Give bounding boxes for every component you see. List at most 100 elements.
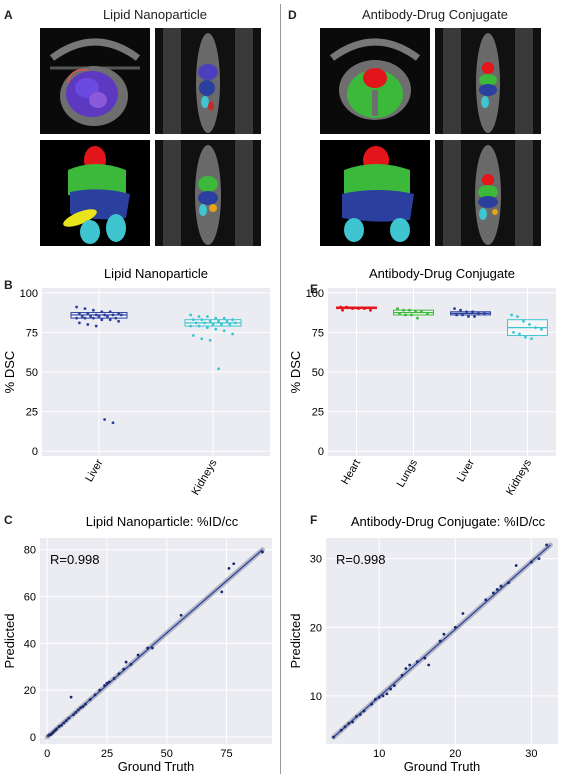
panel-letter-d: D: [288, 8, 297, 22]
adc-coronal-ct-image: [435, 28, 541, 134]
panel-d-title: Antibody-Drug Conjugate: [362, 7, 508, 22]
y-axis-label: % DSC: [288, 351, 303, 394]
lnp-coronal-ct-image: [155, 28, 261, 134]
data-point: [455, 313, 458, 317]
y-tick-label: 25: [26, 407, 38, 419]
data-point: [222, 329, 226, 333]
chart-lnp-dsc: Lipid Nanoparticle 0 25 50 75 100 Liver Kidneys…: [2, 266, 270, 497]
data-point: [345, 305, 348, 309]
panel-letter-e: E: [310, 282, 319, 296]
data-point: [459, 308, 462, 312]
y-tick-label: 20: [310, 622, 322, 634]
data-point: [363, 307, 366, 311]
data-point: [78, 311, 81, 315]
data-point: [377, 695, 381, 699]
data-point: [227, 567, 231, 570]
data-point: [189, 313, 193, 317]
data-point: [514, 564, 518, 567]
panel-letter-a: A: [4, 8, 13, 22]
data-point: [200, 318, 204, 322]
data-point: [404, 313, 407, 317]
data-point: [217, 319, 221, 323]
data-point: [516, 315, 519, 318]
data-point: [339, 728, 343, 732]
data-point: [423, 656, 427, 660]
data-point: [410, 313, 413, 317]
data-point: [477, 311, 480, 315]
data-point: [208, 338, 212, 342]
chart-adc-dsc: Antibody-Drug Conjugate 0 25 50 75 100 Heart Lu…: [288, 266, 556, 497]
y-tick-label: 60: [24, 592, 36, 604]
data-point: [385, 692, 389, 696]
data-point: [415, 660, 419, 663]
data-point: [89, 315, 92, 318]
x-axis-label: Ground Truth: [404, 759, 481, 774]
data-point: [453, 625, 457, 629]
data-point: [442, 632, 446, 636]
data-point: [404, 667, 408, 670]
data-point: [62, 721, 66, 725]
y-tick-label: 50: [26, 367, 38, 379]
x-tick-label: Heart: [339, 458, 363, 487]
data-point: [427, 663, 431, 667]
x-tick-label: 0: [44, 748, 50, 760]
data-point: [512, 330, 515, 334]
data-point: [117, 311, 120, 315]
y-tick-label: 80: [24, 545, 36, 557]
y-tick-label: 50: [312, 367, 324, 379]
r-annotation: R=0.998: [336, 552, 386, 567]
data-point: [192, 318, 195, 322]
data-point: [76, 708, 80, 712]
data-point: [461, 313, 464, 317]
data-point: [222, 316, 226, 320]
data-point: [103, 684, 106, 687]
data-point: [114, 316, 118, 320]
data-point: [471, 310, 474, 314]
data-point: [426, 311, 429, 315]
data-point: [55, 727, 59, 731]
data-point: [495, 588, 499, 591]
data-point: [396, 307, 399, 311]
data-point: [206, 326, 209, 330]
x-tick-label: 10: [373, 748, 385, 760]
data-point: [75, 316, 78, 320]
y-axis-label: Predicted: [288, 614, 303, 669]
data-point: [347, 722, 351, 725]
data-point: [80, 315, 84, 318]
data-point: [200, 337, 204, 341]
data-point: [107, 680, 111, 684]
data-point: [351, 307, 354, 311]
data-point: [362, 709, 366, 713]
chart-title: Antibody-Drug Conjugate: %ID/cc: [351, 514, 546, 529]
data-point: [57, 725, 61, 728]
data-point: [528, 323, 531, 326]
data-point: [98, 688, 102, 692]
data-point: [103, 313, 106, 317]
data-point: [88, 698, 92, 701]
chart-title: Antibody-Drug Conjugate: [369, 266, 515, 281]
y-axis-label: Predicted: [2, 614, 17, 669]
data-point: [108, 310, 112, 314]
x-tick-label: Kidneys: [190, 457, 220, 497]
data-point: [358, 713, 362, 716]
y-tick-label: 25: [312, 407, 324, 419]
data-point: [64, 719, 68, 722]
data-point: [72, 713, 75, 717]
data-point: [84, 702, 87, 706]
adc-coronal-overlay-image: [435, 140, 541, 246]
data-point: [534, 326, 537, 330]
data-point: [507, 581, 510, 585]
lnp-coronal-overlay-image: [155, 140, 261, 246]
data-point: [225, 319, 229, 323]
y-tick-label: 10: [310, 691, 322, 703]
data-point: [220, 590, 224, 594]
chart-adc-idcc: Antibody-Drug Conjugate: %ID/cc 10 20 30 10 2…: [288, 514, 558, 774]
data-point: [206, 315, 209, 318]
data-point: [208, 319, 212, 323]
data-point: [94, 313, 98, 317]
data-point: [357, 307, 360, 311]
y-tick-label: 40: [24, 638, 36, 650]
data-point: [86, 323, 90, 326]
data-point: [343, 725, 347, 729]
data-point: [105, 681, 109, 685]
